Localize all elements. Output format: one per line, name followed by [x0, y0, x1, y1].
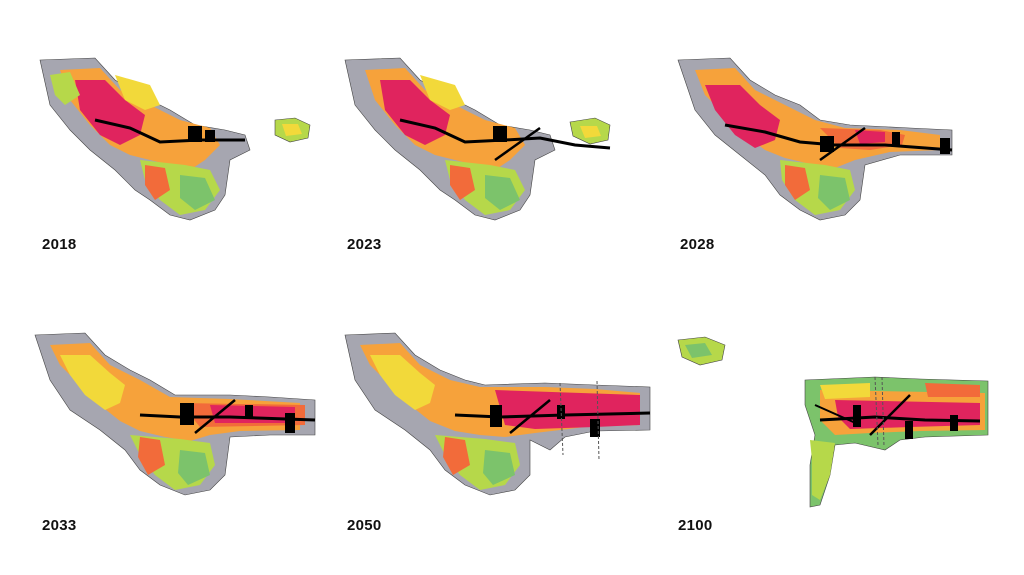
year-label: 2023: [347, 236, 382, 253]
town-footprint: [804, 376, 989, 508]
year-label: 2018: [42, 236, 77, 253]
corridor-line: [814, 376, 981, 448]
corridor-line: [399, 118, 611, 162]
density-map-2028: [677, 57, 953, 221]
year-label: 2028: [680, 236, 715, 253]
density-map-2100: [677, 336, 989, 508]
island-patch: [677, 336, 726, 366]
map-panel-2023: 2023: [335, 50, 635, 300]
density-map-2033: [34, 332, 316, 496]
map-panel-2100: 2100: [670, 325, 989, 575]
corridor-line: [94, 118, 245, 144]
town-footprint: [34, 332, 316, 496]
year-label: 2050: [347, 517, 382, 534]
year-label: 2100: [678, 517, 713, 534]
density-map-2023: [344, 57, 611, 221]
corridor-line: [139, 399, 316, 434]
corridor-line: [724, 123, 953, 162]
density-map-2050: [344, 332, 651, 496]
corridor-line: [454, 380, 651, 461]
island-patch: [569, 117, 611, 145]
map-panel-2018: 2018: [20, 50, 320, 300]
map-panel-2033: 2033: [30, 325, 330, 575]
map-panel-2028: 2028: [670, 50, 970, 300]
island-patch: [274, 117, 311, 143]
town-footprint: [39, 57, 251, 221]
year-label: 2033: [42, 517, 77, 534]
town-footprint: [677, 57, 953, 221]
map-panel-2050: 2050: [335, 325, 651, 575]
density-map-2018: [39, 57, 311, 221]
